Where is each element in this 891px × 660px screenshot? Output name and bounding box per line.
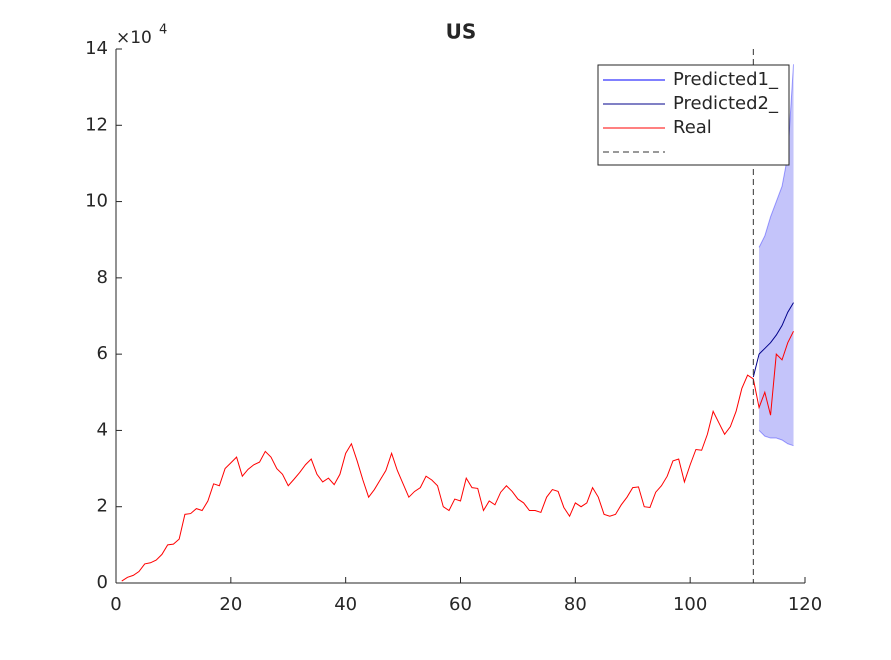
x-tick-label: 20 [219,594,242,615]
x-tick-label: 40 [334,594,357,615]
y-tick-label: 14 [85,38,108,59]
series-line [752,302,794,378]
y-tick-label: 0 [97,572,108,593]
y-tick-label: 6 [97,343,108,364]
y-tick-label: 12 [85,114,108,135]
x-tick-label: 100 [673,594,707,615]
x-tick-label: 80 [564,594,587,615]
x-tick-label: 60 [449,594,472,615]
x-tick-label: 0 [110,594,121,615]
y-exponent-power: 4 [159,23,167,38]
y-tick-label: 10 [85,191,108,212]
legend-label: Predicted2_ [673,93,779,114]
legend-label: Real [673,117,712,138]
y-tick-label: 8 [97,267,108,288]
y-exponent-base: ×10 [116,28,152,48]
band-lower [758,430,794,447]
x-tick-label: 120 [788,594,822,615]
series-line [121,331,794,582]
legend-label: Predicted1_ [673,69,779,90]
legend-box [597,64,790,166]
chart-title: US [446,20,477,44]
y-tick-label: 4 [97,419,108,440]
y-tick-label: 2 [97,496,108,517]
